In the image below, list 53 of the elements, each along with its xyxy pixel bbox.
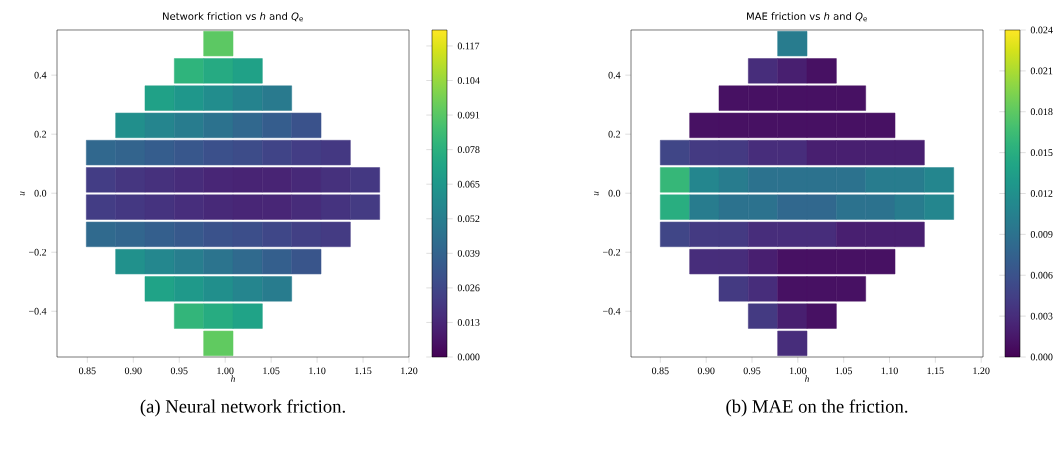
color-bar-label: 0.104 [457, 77, 480, 84]
color-bar-label: 0.039 [457, 249, 480, 257]
x-tick-label: 1.05 [263, 367, 280, 375]
text: (a) Neural network friction. [140, 399, 345, 417]
color-bar-label: 0.006 [1030, 271, 1053, 279]
x-tick-label: 1.10 [309, 367, 326, 375]
x-tick-label: 0.95 [170, 367, 188, 375]
x-tick-label: 1.10 [881, 367, 898, 375]
x-tick-label: 0.95 [743, 367, 761, 375]
y-axis-title: u [594, 191, 599, 196]
color-bar-label: 0.003 [1030, 312, 1053, 320]
color-bar-label: 0.026 [457, 284, 480, 292]
color-bar-label: 0.013 [457, 319, 480, 326]
x-tick-label: 1.00 [789, 367, 807, 375]
y-tick-label: −0.4 [28, 307, 47, 315]
color-bar-label: 0.117 [457, 42, 480, 50]
y-tick-label: 0.0 [34, 189, 47, 197]
color-bar-label: 0.024 [1030, 26, 1053, 34]
color-bar-label: 0.012 [1030, 190, 1053, 197]
chart-title: MAE friction vs h and Q$_{e}$ [747, 12, 867, 22]
color-bar-label: 0.078 [457, 146, 480, 154]
y-tick-label: −0.2 [28, 248, 47, 256]
text: (b) MAE on the friction. [726, 399, 908, 417]
color-bar-label: 0.021 [1030, 67, 1053, 75]
x-tick-label: 0.85 [651, 367, 669, 375]
x-tick-label: 1.15 [927, 367, 944, 375]
y-tick-label: 0.4 [608, 71, 621, 79]
chart-title: Network friction vs h and Q$_{e}$ [163, 12, 303, 22]
color-bar-label: 0.000 [457, 353, 480, 361]
x-axis-title: h [231, 375, 235, 382]
x-tick-label: 1.20 [401, 367, 418, 375]
color-bar-label: 0.091 [457, 111, 480, 119]
y-tick-label: −0.4 [602, 307, 621, 315]
x-tick-label: 1.20 [973, 367, 990, 375]
y-tick-label: 0.2 [34, 130, 47, 138]
color-bar-label: 0.018 [1030, 108, 1053, 116]
y-tick-label: 0.4 [34, 71, 47, 79]
y-tick-label: 0.0 [608, 189, 621, 197]
x-tick-label: 1.15 [355, 367, 372, 375]
x-axis-title: h [805, 375, 809, 382]
x-tick-label: 0.90 [124, 367, 142, 375]
x-tick-label: 0.90 [697, 367, 715, 375]
color-bar-label: 0.000 [1030, 353, 1053, 361]
color-bar-label: 0.009 [1030, 230, 1053, 238]
y-tick-label: −0.2 [602, 248, 621, 256]
y-tick-label: 0.2 [608, 130, 621, 138]
x-tick-label: 1.05 [835, 367, 853, 375]
color-bar-label: 0.065 [457, 180, 480, 188]
x-tick-label: 1.00 [217, 367, 234, 375]
color-bar-label: 0.015 [1030, 149, 1053, 157]
y-axis-title: u [20, 191, 25, 196]
color-bar-label: 0.052 [457, 215, 480, 223]
x-tick-label: 0.85 [78, 367, 96, 375]
